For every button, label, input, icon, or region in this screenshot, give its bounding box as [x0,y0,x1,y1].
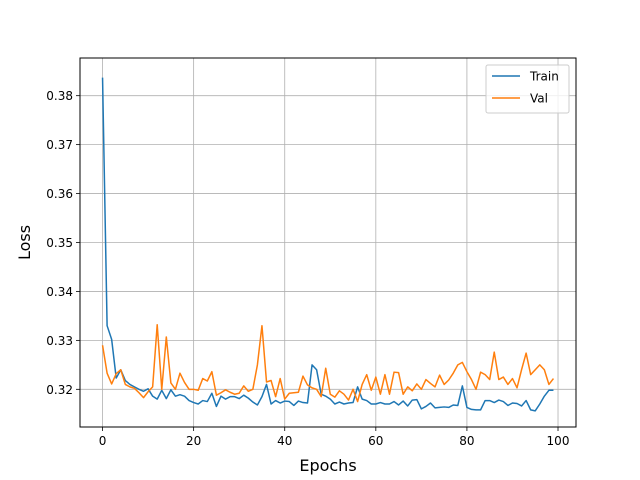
y-tick-label: 0.37 [46,138,73,152]
y-axis-ticks: 0.32 0.33 0.34 0.35 0.36 0.37 0.38 [46,89,80,397]
x-tick-label: 80 [459,434,474,448]
y-axis-title: Loss [15,225,34,260]
y-tick-label: 0.34 [46,285,73,299]
x-axis-title: Epochs [299,456,356,475]
grid-lines [80,58,576,427]
x-tick-label: 60 [368,434,383,448]
legend-box [485,64,570,114]
series-line-train [101,77,554,412]
y-tick-label: 0.36 [46,187,73,201]
series-layer [101,77,555,412]
y-tick-label: 0.35 [46,236,73,250]
x-tick-label: 0 [99,434,107,448]
x-axis-ticks: 0 20 40 60 80 100 [99,427,570,448]
x-tick-label: 40 [277,434,292,448]
y-tick-label: 0.32 [46,383,73,397]
y-tick-label: 0.38 [46,89,73,103]
legend: Train Val [485,64,570,114]
x-tick-label: 20 [186,434,201,448]
legend-label-val: Val [530,92,548,106]
y-tick-label: 0.33 [46,334,73,348]
legend-label-train: Train [529,70,559,84]
series-line-val [101,323,555,403]
x-tick-label: 100 [547,434,570,448]
